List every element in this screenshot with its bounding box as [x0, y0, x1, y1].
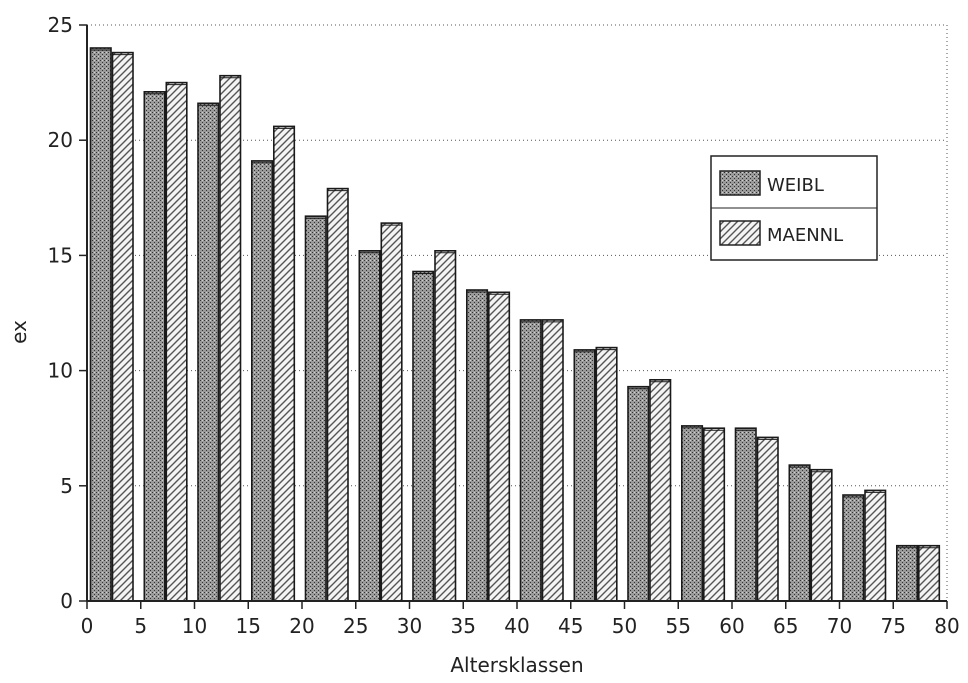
x-tick-label-70: 70: [827, 614, 852, 638]
x-tick-label-25: 25: [343, 614, 368, 638]
x-tick-label-60: 60: [719, 614, 744, 638]
bar-weibl-65: [788, 464, 811, 602]
legend-swatch-weibl: [719, 170, 761, 196]
bar-weibl-0: [89, 47, 112, 602]
y-tick-label-0: 0: [60, 589, 73, 613]
bar-maennl-60: [756, 436, 779, 602]
x-tick-label-45: 45: [558, 614, 583, 638]
y-tick-label-10: 10: [48, 359, 73, 383]
bar-weibl-25: [358, 250, 381, 602]
x-tick-label-5: 5: [134, 614, 147, 638]
x-axis-label: Altersklassen: [450, 653, 583, 677]
legend: WEIBL MAENNL: [710, 155, 878, 261]
bar-maennl-65: [810, 468, 833, 602]
y-tick-label-20: 20: [48, 128, 73, 152]
bar-weibl-35: [465, 289, 489, 602]
legend-swatch-maennl: [719, 220, 761, 246]
bar-weibl-70: [842, 494, 865, 602]
x-tick-label-30: 30: [397, 614, 422, 638]
bar-maennl-10: [219, 74, 242, 602]
bar-maennl-75: [917, 544, 941, 602]
bar-weibl-30: [412, 270, 435, 602]
bars: [89, 47, 941, 602]
x-tick-labels: 0 5 10 15 20 25 30 35 40 45 50 55 60 65 70 75 80: [81, 601, 960, 638]
x-tick-label-75: 75: [881, 614, 906, 638]
y-tick-label-25: 25: [48, 13, 73, 37]
bar-weibl-55: [680, 425, 704, 602]
bar-maennl-45: [595, 346, 618, 602]
bar-maennl-15: [272, 125, 296, 602]
bar-weibl-45: [573, 349, 596, 602]
bar-maennl-0: [111, 51, 134, 602]
bar-maennl-25: [380, 222, 403, 602]
bar-maennl-55: [702, 427, 726, 602]
x-tick-label-80: 80: [934, 614, 959, 638]
x-tick-label-0: 0: [81, 614, 94, 638]
bar-maennl-70: [864, 489, 887, 602]
bar-weibl-5: [143, 91, 166, 602]
x-tick-label-15: 15: [236, 614, 261, 638]
bar-maennl-40: [541, 319, 564, 602]
bar-maennl-35: [487, 291, 511, 602]
bar-weibl-40: [519, 319, 542, 602]
y-axis-label: ex: [7, 320, 31, 344]
x-tick-label-65: 65: [773, 614, 798, 638]
bar-maennl-30: [434, 250, 457, 602]
x-tick-label-40: 40: [504, 614, 529, 638]
bar-weibl-20: [304, 215, 327, 602]
bar-weibl-75: [895, 544, 919, 602]
y-tick-label-5: 5: [60, 474, 73, 498]
bar-weibl-10: [197, 102, 220, 602]
x-tick-label-55: 55: [666, 614, 691, 638]
bar-maennl-5: [165, 81, 188, 602]
y-tick-labels: 0 5 10 15 20 25: [48, 13, 87, 613]
x-tick-label-50: 50: [612, 614, 637, 638]
x-tick-label-10: 10: [182, 614, 207, 638]
bar-maennl-50: [649, 378, 672, 602]
legend-label-weibl: WEIBL: [767, 175, 824, 196]
bar-weibl-60: [734, 427, 757, 602]
legend-label-maennl: MAENNL: [767, 225, 843, 246]
bar-weibl-50: [627, 385, 650, 602]
y-tick-label-15: 15: [48, 243, 73, 267]
bar-maennl-20: [326, 187, 349, 602]
bar-weibl-15: [251, 160, 274, 602]
x-tick-label-35: 35: [451, 614, 476, 638]
x-tick-label-20: 20: [289, 614, 314, 638]
